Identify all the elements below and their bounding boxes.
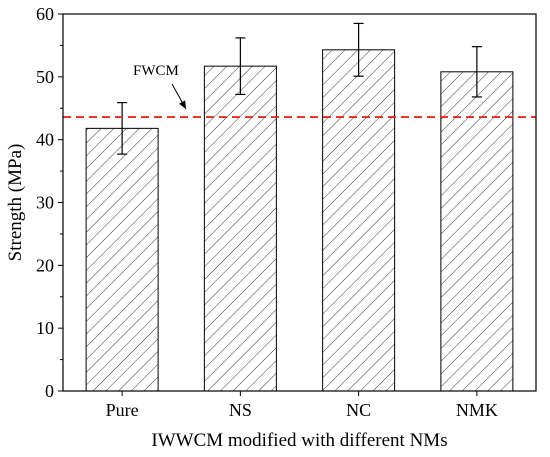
- y-tick-label: 10: [36, 318, 54, 338]
- error-bars: [117, 22, 482, 155]
- x-axis-title: IWWCM modified with different NMs: [151, 430, 447, 451]
- y-tick-label: 60: [36, 4, 54, 24]
- bar-nmk: [440, 71, 514, 392]
- reference-arrowhead: [179, 100, 186, 110]
- bar-pure: [85, 127, 159, 392]
- y-axis-title: Strength (MPa): [5, 144, 26, 262]
- y-tick-label: 30: [36, 193, 54, 213]
- y-tick-label: 40: [36, 130, 54, 150]
- bars: [85, 49, 514, 392]
- x-tick-label: NMK: [456, 400, 498, 420]
- y-tick-label: 50: [36, 67, 54, 87]
- reference-line-group: FWCM: [63, 63, 536, 118]
- x-tick-label: Pure: [106, 400, 139, 420]
- x-tick-label: NC: [346, 400, 371, 420]
- ticks: Pure NS NC NMK 0 10 20 30 40 50 60: [36, 4, 498, 420]
- bar-nc: [322, 49, 396, 392]
- reference-line-label: FWCM: [133, 63, 179, 79]
- y-tick-label: 0: [45, 381, 54, 401]
- y-tick-label: 20: [36, 255, 54, 275]
- bar-ns: [203, 65, 277, 392]
- x-tick-label: NS: [229, 400, 252, 420]
